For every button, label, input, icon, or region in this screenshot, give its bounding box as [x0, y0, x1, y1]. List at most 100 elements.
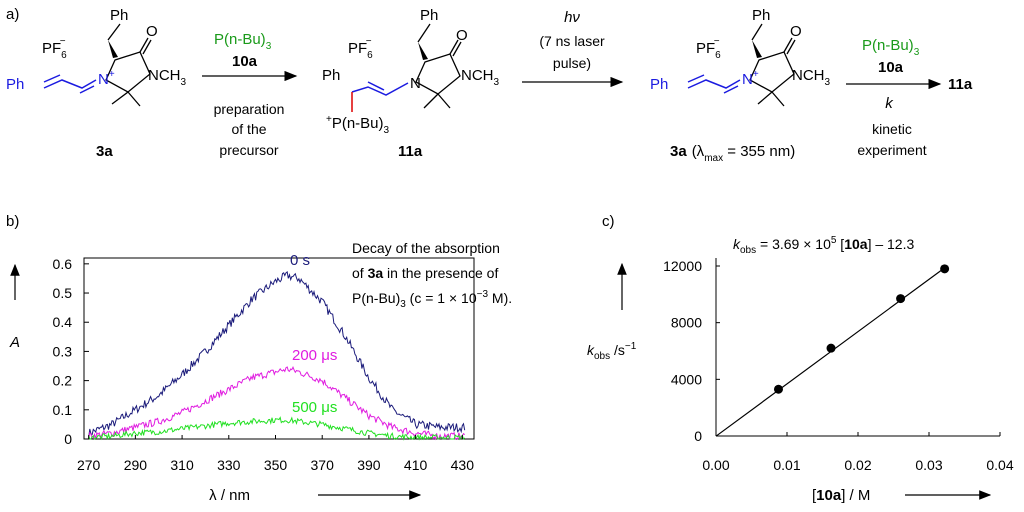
spectrum-y-label: A	[9, 334, 20, 351]
y-tick-label: 12000	[663, 258, 702, 274]
panel-a-label: a)	[6, 6, 19, 23]
enamine-chain	[351, 82, 409, 96]
nch3: NCH3	[148, 67, 187, 88]
panel-b-label: b)	[6, 213, 19, 230]
laser-line2: pulse)	[553, 55, 591, 71]
n-cation: N+	[742, 69, 759, 88]
reaction-scheme: a) PF6− Ph O NCH3 N+ Ph 3a P(n-Bu)3 10a …	[6, 6, 973, 164]
step1-note-line3: precursor	[219, 142, 278, 158]
arrow-step-1: P(n-Bu)3 10a preparation of the precurso…	[202, 31, 298, 158]
label-3a-lambda: 3a (λmax = 355 nm)	[670, 143, 795, 164]
carbonyl-o: O	[790, 23, 802, 40]
product-label: 11a	[948, 76, 973, 93]
ring	[749, 51, 795, 93]
x-tick-label: 290	[124, 457, 148, 473]
x-tick-label: 0.03	[915, 457, 942, 473]
x-tick-label: 430	[451, 457, 475, 473]
series-trace-2	[88, 416, 466, 441]
ph-blue: Ph	[6, 76, 24, 93]
iminium-3a-left: PF6− Ph O NCH3 N+ Ph 3a	[6, 7, 187, 160]
caption-line2: of 3a in the presence of	[352, 265, 498, 281]
data-point	[826, 343, 836, 353]
x-tick-label: 0.00	[702, 457, 729, 473]
reagent-label: P(n-Bu)3	[214, 31, 272, 52]
nch3: NCH3	[461, 67, 500, 88]
nch3: NCH3	[792, 67, 831, 88]
series-trace-0	[88, 271, 466, 438]
y-tick-label: 0	[64, 431, 72, 447]
carbonyl-o: O	[456, 27, 468, 44]
arrow-step-3: P(n-Bu)3 10a k kinetic experiment 11a	[846, 37, 973, 158]
fit-equation: kobs = 3.69 × 105 [10a] – 12.3	[733, 235, 914, 256]
x-tick-label: 0.01	[773, 457, 800, 473]
y-tick-label: 0.6	[53, 256, 73, 272]
y-tick-label: 0.2	[53, 373, 73, 389]
x-tick-label: 370	[311, 457, 335, 473]
data-point	[896, 294, 906, 304]
counterion: PF6−	[348, 36, 373, 61]
reagent-number: 10a	[878, 59, 904, 76]
kinetics-y-label: kobs /s−1	[587, 341, 637, 362]
cinnamylidene-chain	[687, 79, 741, 89]
panel-c-label: c)	[602, 213, 615, 230]
phosphonium-enamine-11a: PF6− Ph O NCH3 N Ph +P(n-Bu)3 11a	[322, 7, 500, 160]
series-trace-1	[88, 365, 466, 441]
x-tick-label: 410	[404, 457, 428, 473]
series-label-500us: 500 μs	[292, 399, 337, 416]
data-point	[940, 264, 950, 274]
counterion: PF6−	[696, 36, 721, 61]
n-cation: N+	[98, 69, 115, 88]
y-tick-label: 4000	[671, 371, 702, 387]
y-tick-label: 0.5	[53, 285, 73, 301]
ph-enamine: Ph	[322, 67, 340, 84]
wedge-bond	[752, 40, 762, 58]
y-tick-label: 0.4	[53, 314, 73, 330]
label-11a: 11a	[398, 143, 423, 160]
n-enamine: N	[410, 75, 421, 92]
x-tick-label: 330	[217, 457, 241, 473]
rate-constant: k	[885, 95, 894, 112]
x-tick-label: 310	[170, 457, 194, 473]
cinnamylidene-chain	[43, 79, 97, 89]
step1-note-line2: of the	[231, 121, 266, 137]
y-tick-label: 0.3	[53, 343, 73, 359]
label-3a: 3a	[96, 143, 113, 160]
x-tick-label: 0.04	[986, 457, 1013, 473]
y-tick-label: 0	[694, 428, 702, 444]
y-tick-label: 8000	[671, 315, 702, 331]
phosphonium-label: +P(n-Bu)3	[326, 114, 390, 136]
benzyl-ph: Ph	[420, 7, 438, 24]
x-tick-label: 270	[77, 457, 101, 473]
caption-line1: Decay of the absorption	[352, 240, 500, 256]
wedge-bond	[418, 42, 428, 60]
kinetics-x-label: [10a] / M	[812, 487, 870, 504]
carbonyl-o: O	[146, 23, 158, 40]
series-label-0s: 0 s	[290, 252, 310, 269]
y-tick-label: 0.1	[53, 402, 73, 418]
x-tick-label: 390	[357, 457, 381, 473]
iminium-3a-right: PF6− Ph O NCH3 N+ Ph 3a (λmax = 355 nm)	[650, 7, 831, 164]
reagent-number: 10a	[232, 53, 258, 70]
counterion: PF6−	[42, 36, 67, 61]
ring	[105, 51, 151, 93]
x-tick-label: 350	[264, 457, 288, 473]
series-label-200us: 200 μs	[292, 347, 337, 364]
step3-note-line1: kinetic	[872, 121, 912, 137]
benzyl-ph: Ph	[752, 7, 770, 24]
wedge-bond	[108, 40, 118, 58]
spectrum-frame	[83, 257, 475, 440]
arrow-step-2: hν (7 ns laser pulse)	[522, 9, 624, 88]
laser-line1: (7 ns laser	[539, 33, 605, 49]
data-point	[773, 384, 783, 394]
ph-blue: Ph	[650, 76, 668, 93]
x-tick-label: 0.02	[844, 457, 871, 473]
caption-line3: P(n-Bu)3 (c = 1 × 10−3 M).	[352, 289, 512, 310]
step1-note-line1: preparation	[214, 101, 285, 117]
spectrum-chart: b) 0 0.1 0.2 0.3 0.4 0.5 0.6 270 290 310 330 350 37…	[6, 213, 512, 504]
reagent-label: P(n-Bu)3	[862, 37, 920, 58]
benzyl-ph: Ph	[110, 7, 128, 24]
ring	[415, 53, 461, 95]
hv-label: hν	[564, 9, 580, 26]
spectrum-x-label: λ / nm	[209, 487, 250, 504]
